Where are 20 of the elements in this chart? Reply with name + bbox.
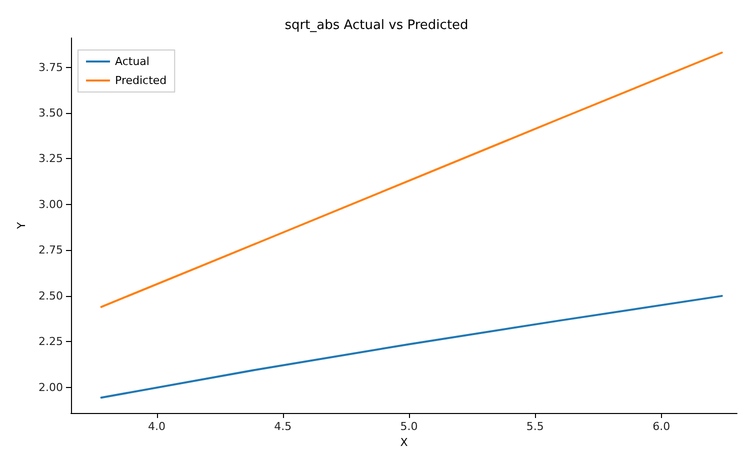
line-series bbox=[100, 52, 723, 308]
x-tick-label: 5.5 bbox=[526, 420, 544, 433]
legend-label: Predicted bbox=[115, 74, 167, 87]
line-series bbox=[100, 294, 723, 399]
y-tick-label: 2.25 bbox=[38, 335, 63, 348]
y-tick-label: 3.00 bbox=[38, 198, 63, 211]
y-tick-label: 2.75 bbox=[38, 244, 63, 257]
legend-label: Actual bbox=[115, 55, 150, 68]
y-tick-label: 2.00 bbox=[38, 380, 63, 394]
y-tick-label: 2.50 bbox=[38, 289, 63, 302]
y-tick-label: 3.25 bbox=[38, 152, 63, 166]
x-tick-label: 6.0 bbox=[652, 420, 670, 433]
x-tick-label: 4.0 bbox=[148, 420, 166, 433]
y-tick-label: 3.50 bbox=[38, 106, 63, 120]
x-tick-label: 5.0 bbox=[400, 420, 418, 433]
y-axis-title: Y bbox=[15, 222, 28, 230]
x-tick-label: 4.5 bbox=[274, 420, 292, 433]
chart-title: sqrt_abs Actual vs Predicted bbox=[284, 18, 468, 33]
y-tick-label: 3.75 bbox=[38, 60, 63, 74]
x-axis-title: X bbox=[400, 436, 408, 449]
